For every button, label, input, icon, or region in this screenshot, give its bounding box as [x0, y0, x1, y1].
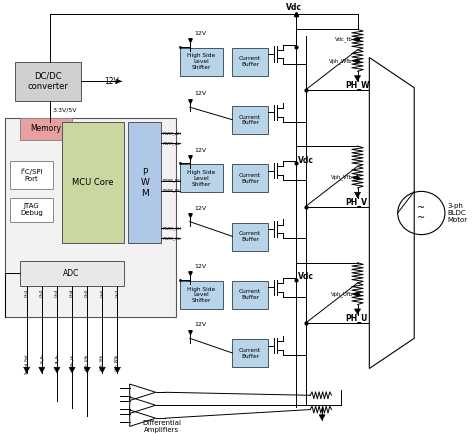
- Polygon shape: [99, 367, 105, 373]
- Text: Vdc: Vdc: [299, 156, 314, 165]
- FancyBboxPatch shape: [180, 48, 223, 76]
- Text: 3.3V/5V: 3.3V/5V: [53, 107, 77, 112]
- FancyBboxPatch shape: [232, 223, 268, 250]
- Text: Vph_Wfb: Vph_Wfb: [329, 58, 353, 64]
- Text: High Side
Level
Shifter: High Side Level Shifter: [187, 286, 216, 303]
- Text: IA_fb: IA_fb: [55, 353, 59, 363]
- Text: Ch2: Ch2: [40, 289, 44, 297]
- Text: Ch6: Ch6: [100, 289, 104, 297]
- Text: ~: ~: [417, 203, 425, 213]
- Text: Current
Buffer: Current Buffer: [239, 173, 261, 184]
- Text: Vdc_fb: Vdc_fb: [70, 353, 74, 367]
- Text: MCU Core: MCU Core: [72, 178, 114, 187]
- Text: 3-ph
BLDC
Motor: 3-ph BLDC Motor: [447, 203, 467, 223]
- Text: 12V: 12V: [105, 77, 119, 86]
- Polygon shape: [353, 37, 358, 42]
- Polygon shape: [355, 76, 361, 81]
- FancyBboxPatch shape: [15, 62, 81, 101]
- Text: Differential
Amplifiers: Differential Amplifiers: [142, 420, 181, 433]
- Text: PWM_AL: PWM_AL: [162, 141, 181, 145]
- Text: Ch3: Ch3: [55, 289, 59, 297]
- Text: Current
Buffer: Current Buffer: [239, 289, 261, 300]
- Text: PWM_BH: PWM_BH: [162, 179, 182, 183]
- FancyBboxPatch shape: [232, 281, 268, 309]
- Polygon shape: [54, 367, 60, 373]
- FancyBboxPatch shape: [10, 161, 53, 189]
- Text: Speed_Ref: Speed_Ref: [25, 353, 29, 374]
- Polygon shape: [114, 367, 120, 373]
- FancyBboxPatch shape: [232, 339, 268, 367]
- FancyBboxPatch shape: [62, 122, 124, 243]
- Polygon shape: [84, 367, 90, 373]
- Text: Memory: Memory: [30, 124, 61, 133]
- Polygon shape: [117, 79, 121, 83]
- Text: Vph_Vfb: Vph_Vfb: [100, 353, 104, 369]
- Text: PWM_CH: PWM_CH: [162, 226, 182, 230]
- FancyBboxPatch shape: [128, 122, 161, 243]
- Text: 12V: 12V: [194, 92, 207, 96]
- FancyBboxPatch shape: [10, 198, 53, 222]
- FancyBboxPatch shape: [19, 118, 72, 140]
- Text: Ch5: Ch5: [85, 289, 89, 297]
- Text: Vph_Ufb: Vph_Ufb: [331, 291, 353, 297]
- Polygon shape: [319, 415, 325, 421]
- FancyBboxPatch shape: [19, 260, 124, 286]
- FancyBboxPatch shape: [232, 164, 268, 192]
- Text: I²C/SPI
Port: I²C/SPI Port: [20, 168, 43, 182]
- Polygon shape: [353, 59, 358, 63]
- Text: High Side
Level
Shifter: High Side Level Shifter: [187, 53, 216, 70]
- Text: IB_fb: IB_fb: [40, 353, 44, 363]
- Text: ADC: ADC: [64, 269, 80, 278]
- Text: PH_V: PH_V: [346, 197, 368, 207]
- Polygon shape: [24, 367, 30, 373]
- FancyBboxPatch shape: [232, 106, 268, 134]
- Text: PWM_CL: PWM_CL: [162, 236, 181, 240]
- FancyBboxPatch shape: [180, 164, 223, 192]
- Text: Ch4: Ch4: [70, 289, 74, 297]
- Polygon shape: [69, 367, 75, 373]
- Text: Current
Buffer: Current Buffer: [239, 231, 261, 242]
- Text: JTAG
Debug: JTAG Debug: [20, 203, 43, 216]
- Text: Vdc: Vdc: [286, 3, 302, 12]
- Text: High Side
Level
Shifter: High Side Level Shifter: [187, 170, 216, 187]
- FancyBboxPatch shape: [232, 48, 268, 76]
- Polygon shape: [353, 292, 358, 296]
- Text: PH_W: PH_W: [346, 81, 370, 90]
- Polygon shape: [39, 367, 45, 373]
- Text: Ch7: Ch7: [116, 289, 119, 297]
- Text: 12V: 12V: [194, 264, 207, 269]
- Text: ~: ~: [417, 213, 425, 223]
- Text: DC/DC
converter: DC/DC converter: [27, 72, 68, 91]
- Text: 12V: 12V: [194, 148, 207, 152]
- Text: Current
Buffer: Current Buffer: [239, 348, 261, 358]
- FancyBboxPatch shape: [5, 118, 175, 317]
- Text: Vdc: Vdc: [299, 273, 314, 281]
- Text: Vdc_fb: Vdc_fb: [335, 36, 353, 42]
- Text: Vph_Wfb: Vph_Wfb: [116, 353, 119, 371]
- Polygon shape: [353, 175, 358, 180]
- Text: PH_U: PH_U: [346, 314, 368, 323]
- Text: 12V: 12V: [194, 31, 207, 36]
- Text: Ch1: Ch1: [25, 289, 29, 297]
- FancyBboxPatch shape: [180, 281, 223, 309]
- Text: P
W
M: P W M: [140, 168, 149, 197]
- Text: PWM_AH: PWM_AH: [162, 131, 182, 135]
- Text: Vph_Ufb: Vph_Ufb: [85, 353, 89, 370]
- Text: 12V: 12V: [194, 322, 207, 328]
- Text: Current
Buffer: Current Buffer: [239, 56, 261, 67]
- Polygon shape: [355, 309, 361, 315]
- Text: Vph_Vfb: Vph_Vfb: [331, 175, 353, 181]
- Text: Current
Buffer: Current Buffer: [239, 115, 261, 125]
- Text: PWM_BL: PWM_BL: [162, 188, 181, 193]
- Polygon shape: [355, 192, 361, 198]
- Text: 12V: 12V: [194, 206, 207, 211]
